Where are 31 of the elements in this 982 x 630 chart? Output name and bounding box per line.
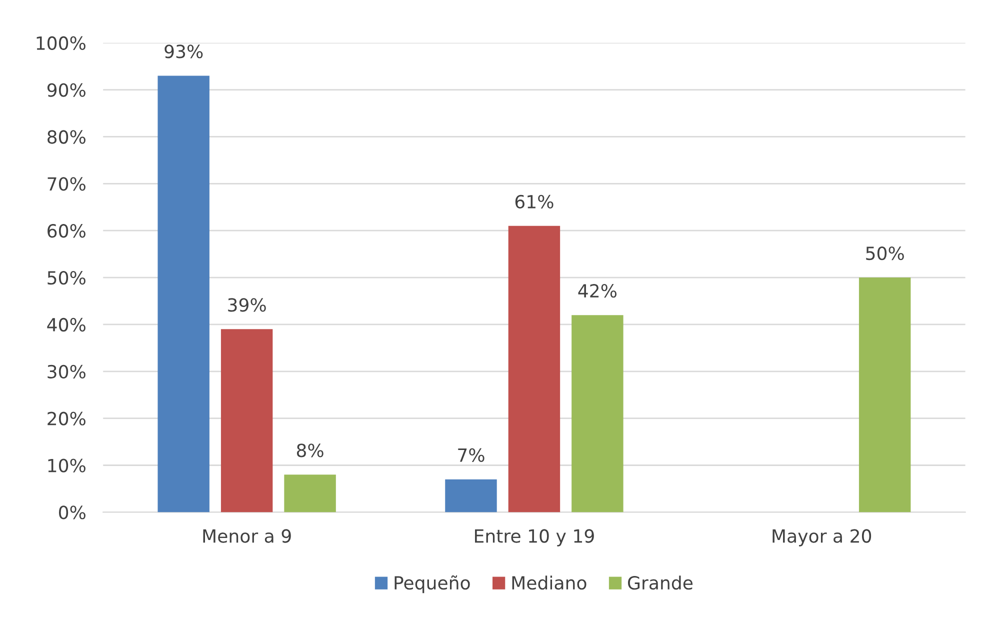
data-label: 50% [866, 246, 904, 260]
y-tick-label: 70% [48, 177, 86, 191]
bar [445, 479, 497, 512]
x-tick-label: Entre 10 y 19 [475, 529, 594, 546]
y-tick-label: 20% [48, 412, 86, 426]
y-tick-label: 10% [48, 458, 86, 472]
data-label: 42% [578, 284, 617, 298]
data-label: 93% [164, 44, 203, 58]
legend-label: Pequeño [394, 575, 470, 594]
data-label: 39% [228, 298, 266, 312]
y-tick-label: 80% [48, 130, 86, 144]
bar [220, 329, 273, 512]
y-tick-label: 60% [48, 224, 86, 238]
data-label: 7% [458, 448, 484, 462]
y-tick-label: 30% [48, 364, 86, 378]
legend-label: Mediano [512, 576, 586, 590]
data-label: 61% [515, 194, 554, 208]
y-tick-label: 0% [58, 506, 86, 520]
x-tick-label: Menor a 9 [203, 529, 291, 543]
y-tick-label: 100% [36, 36, 86, 50]
bar [508, 226, 560, 512]
bar [284, 474, 336, 512]
bar [858, 278, 911, 512]
y-tick-label: 90% [47, 83, 86, 97]
x-tick-label: Mayor a 20 [772, 529, 872, 546]
y-tick-label: 50% [48, 270, 86, 285]
bar [572, 315, 624, 512]
y-tick-label: 40% [47, 318, 86, 332]
bar [158, 76, 210, 512]
legend-label: Grande [628, 576, 693, 590]
data-label: 8% [296, 444, 324, 458]
